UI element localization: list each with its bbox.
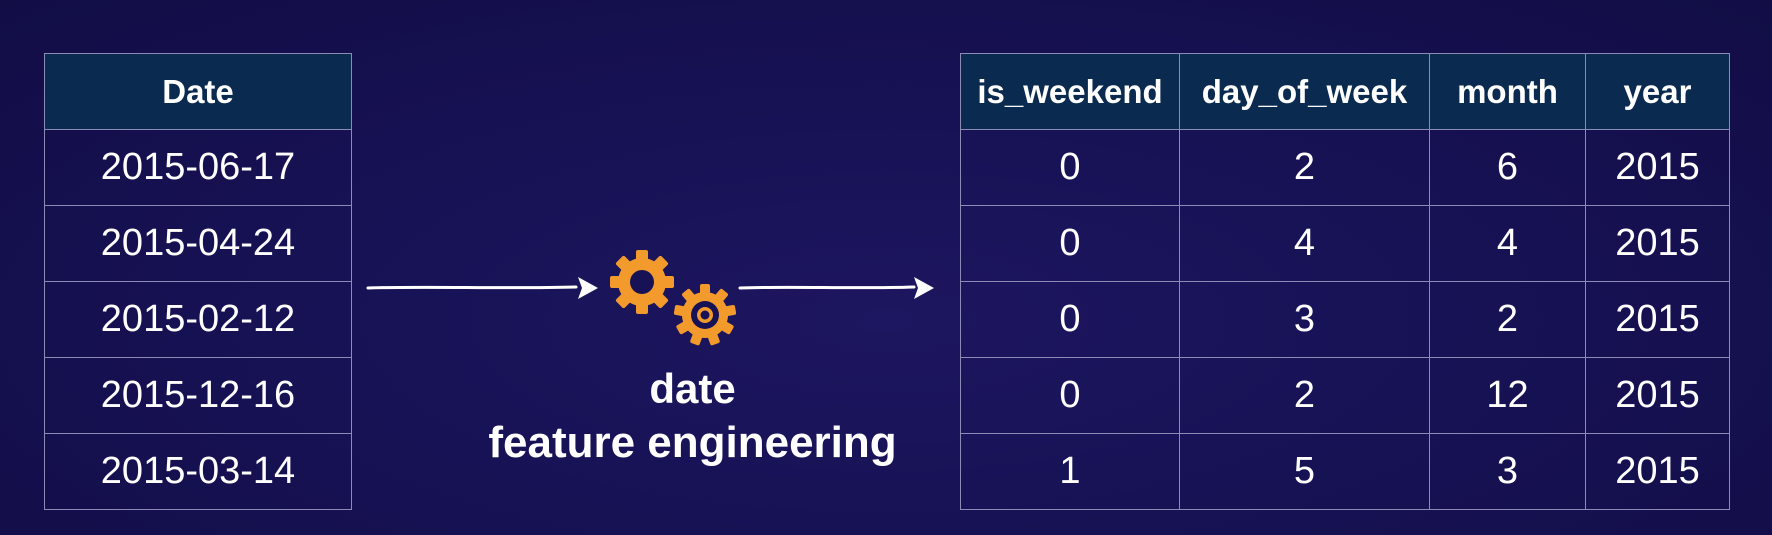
year-cell: 2015 [1585,205,1730,282]
date-cell: 2015-02-12 [44,281,352,358]
table-row: 2015-03-14 [44,433,352,510]
month-cell: 12 [1429,357,1586,434]
year-cell: 2015 [1585,433,1730,510]
table-row: 0 2 6 2015 [960,129,1730,206]
day-of-week-cell: 3 [1179,281,1430,358]
process-title: date [649,365,736,412]
is-weekend-cell: 0 [960,205,1180,282]
year-cell: 2015 [1585,357,1730,434]
table-row: 2015-06-17 [44,129,352,206]
date-cell: 2015-03-14 [44,433,352,510]
features-table: is_weekend day_of_week month year 0 2 6 … [960,53,1730,510]
table-row: 0 3 2 2015 [960,281,1730,358]
month-cell: 3 [1429,433,1586,510]
column-header-is-weekend: is_weekend [960,53,1180,130]
column-header-day-of-week: day_of_week [1179,53,1430,130]
is-weekend-cell: 1 [960,433,1180,510]
process-subtitle: feature engineering [488,418,897,467]
table-row: 2015-02-12 [44,281,352,358]
date-header: Date [44,53,352,130]
month-cell: 2 [1429,281,1586,358]
is-weekend-cell: 0 [960,129,1180,206]
year-cell: 2015 [1585,129,1730,206]
table-row: 0 2 12 2015 [960,357,1730,434]
arrow-right-icon [738,277,934,299]
gears-icon [610,250,737,346]
date-cell: 2015-06-17 [44,129,352,206]
table-row: 2015-12-16 [44,357,352,434]
day-of-week-cell: 4 [1179,205,1430,282]
date-table: Date 2015-06-17 2015-04-24 2015-02-12 20… [44,53,352,510]
month-cell: 6 [1429,129,1586,206]
day-of-week-cell: 2 [1179,357,1430,434]
table-row: 1 5 3 2015 [960,433,1730,510]
day-of-week-cell: 2 [1179,129,1430,206]
year-cell: 2015 [1585,281,1730,358]
table-row: 0 4 4 2015 [960,205,1730,282]
day-of-week-cell: 5 [1179,433,1430,510]
month-cell: 4 [1429,205,1586,282]
column-header-year: year [1585,53,1730,130]
is-weekend-cell: 0 [960,281,1180,358]
arrow-right-icon [366,277,598,299]
table-row: 2015-04-24 [44,205,352,282]
date-cell: 2015-04-24 [44,205,352,282]
column-header-month: month [1429,53,1586,130]
is-weekend-cell: 0 [960,357,1180,434]
date-cell: 2015-12-16 [44,357,352,434]
